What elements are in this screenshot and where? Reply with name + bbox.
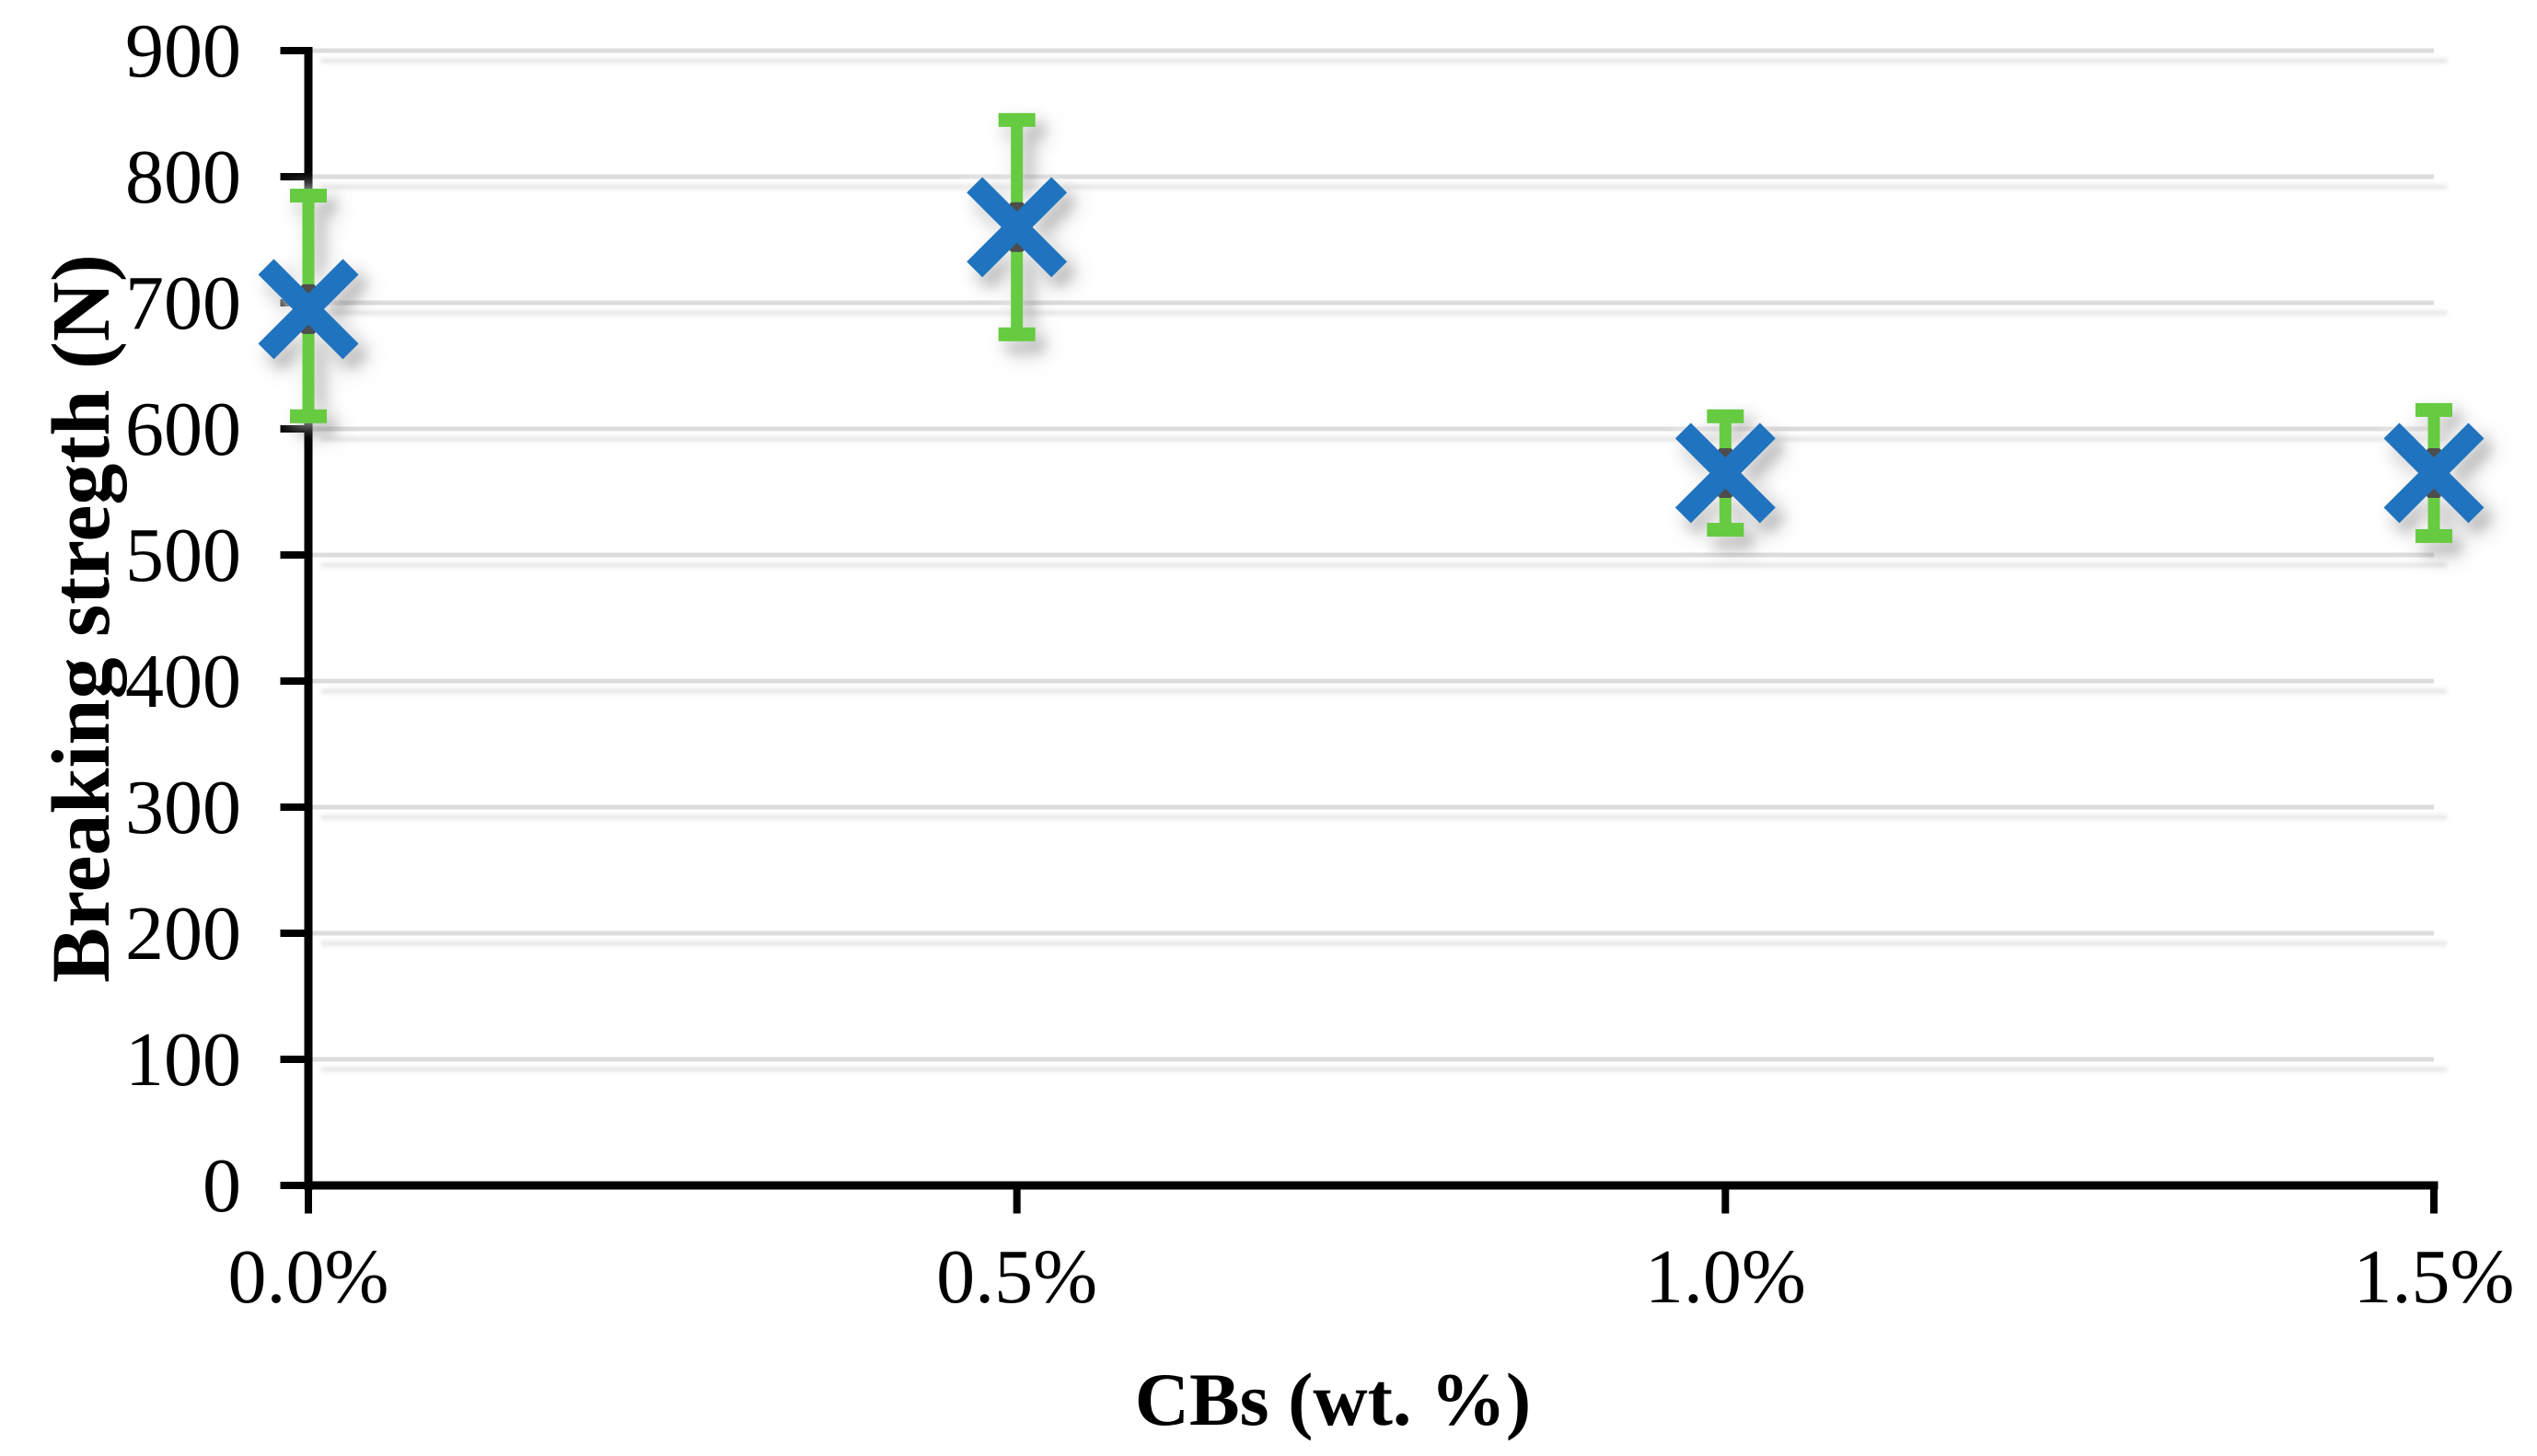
error-bar-cap-bottom [998,327,1036,341]
y-tick-label: 200 [125,891,241,976]
x-axis-title: CBs (wt. %) [1135,1358,1531,1441]
gridline [308,678,2434,684]
x-tick-label: 0.5% [936,1234,1097,1320]
axes [280,47,2439,1214]
y-tick-label: 300 [125,765,241,850]
y-tick-label: 600 [125,387,241,472]
gridline [308,300,2434,306]
x-axis-tick [1721,1189,1730,1214]
gridline [308,426,2434,432]
x-marker [967,177,1068,278]
y-tick-label: 400 [125,639,241,724]
gridline [308,174,2434,179]
error-bar-cap-bottom [1707,523,1744,537]
data-point [2383,402,2485,543]
x-marker [1674,422,1776,524]
y-axis-tick [280,1182,305,1189]
x-axis-tick [305,1189,312,1214]
data-point [258,189,359,423]
x-axis-tick [2430,1189,2438,1214]
x-tick-label: 1.0% [1645,1234,1806,1320]
x-axis-tick [1013,1189,1021,1214]
error-bar-cap-top [2415,402,2452,417]
y-tick-label: 0 [203,1143,241,1229]
y-axis-tick [280,551,305,559]
error-bar-cap-top [290,189,327,203]
x-axis-line [304,1181,2439,1190]
y-axis-tick [280,677,305,685]
y-axis-tick [280,1056,305,1063]
gridline [308,48,2434,53]
gridline [308,552,2434,558]
y-axis-tick [280,47,305,54]
error-bar-cap-top [1707,409,1744,423]
error-bar-cap-top [998,112,1036,127]
gridline [308,1057,2434,1062]
data-point [1674,409,1776,537]
y-axis-tick [280,425,305,433]
x-tick-label: 0.0% [228,1234,389,1320]
gridline [308,804,2434,810]
gridlines [308,48,2434,1062]
x-tick-label: 1.5% [2354,1234,2515,1320]
y-axis-title: Breaking stregth (N) [36,254,127,983]
error-bar-cap-bottom [290,409,327,423]
error-bar-cap-bottom [2415,528,2452,543]
data-series [258,112,2485,543]
y-tick-label: 800 [125,134,241,220]
y-tick-label: 700 [125,260,241,346]
y-tick-label: 900 [125,8,241,94]
y-tick-label: 100 [125,1017,241,1103]
x-marker [258,259,359,360]
x-axis-tick-labels: 0.0% 0.5% 1.0% 1.5% [228,1234,2515,1320]
y-tick-label: 500 [125,513,241,598]
gridline [308,930,2434,936]
y-axis-tick [280,803,305,811]
y-axis-tick [280,930,305,937]
y-axis-line [304,47,313,1190]
x-marker [2383,422,2485,524]
y-axis-tick [280,173,305,180]
data-point [967,112,1068,341]
y-axis-tick-labels: 0 100 200 300 400 500 600 700 800 900 [125,8,241,1229]
